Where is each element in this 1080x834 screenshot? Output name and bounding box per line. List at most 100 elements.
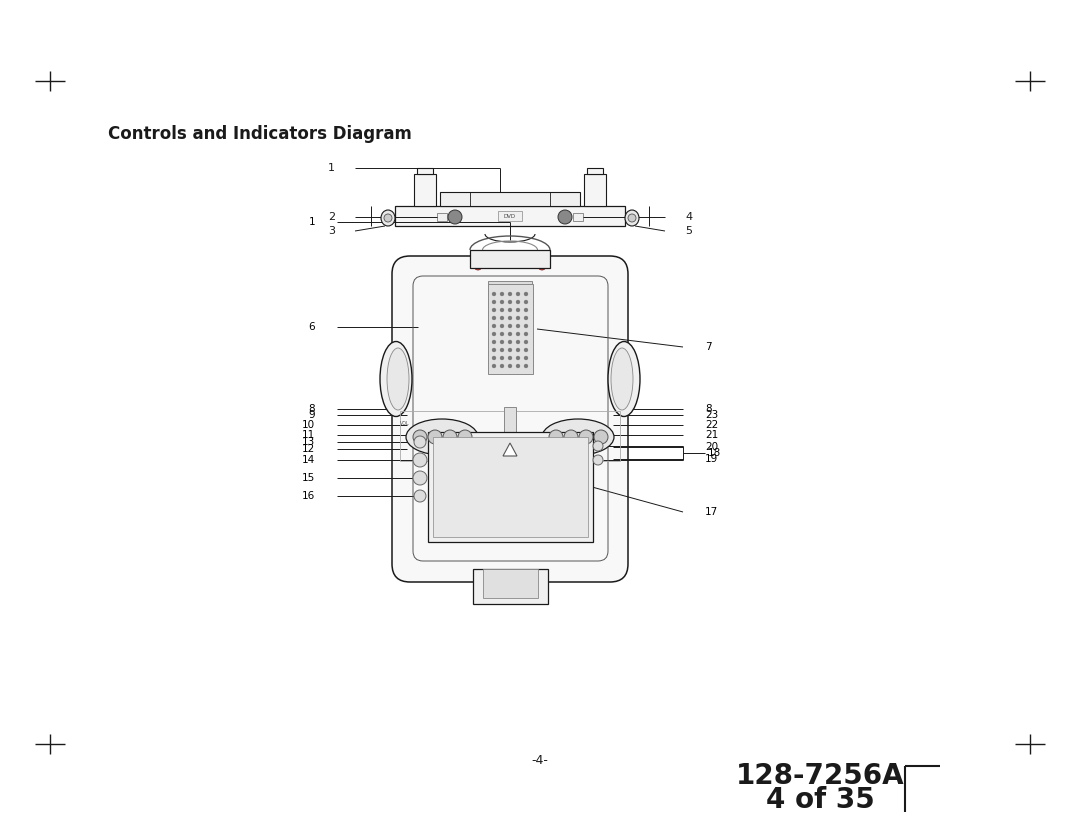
Bar xyxy=(488,284,534,374)
Bar xyxy=(440,192,580,206)
Circle shape xyxy=(500,292,504,296)
Text: 9: 9 xyxy=(309,410,315,420)
Text: 4: 4 xyxy=(685,212,692,222)
Circle shape xyxy=(492,300,496,304)
Circle shape xyxy=(500,348,504,352)
Circle shape xyxy=(458,430,472,444)
Text: DVD: DVD xyxy=(504,214,516,219)
Circle shape xyxy=(579,430,593,444)
Text: 1: 1 xyxy=(309,217,315,227)
Ellipse shape xyxy=(381,210,395,226)
Bar xyxy=(498,211,522,221)
Circle shape xyxy=(492,308,496,312)
Bar xyxy=(488,281,532,295)
Circle shape xyxy=(500,364,504,368)
Circle shape xyxy=(538,262,546,270)
Circle shape xyxy=(516,300,519,304)
Circle shape xyxy=(492,332,496,336)
Circle shape xyxy=(414,436,426,448)
Circle shape xyxy=(492,348,496,352)
Text: Controls and Indicators Diagram: Controls and Indicators Diagram xyxy=(108,125,411,143)
Circle shape xyxy=(508,300,512,304)
Circle shape xyxy=(516,364,519,368)
Bar xyxy=(470,250,550,268)
Text: 22: 22 xyxy=(705,420,718,430)
Bar xyxy=(573,213,583,221)
Ellipse shape xyxy=(406,419,478,455)
Circle shape xyxy=(492,324,496,328)
Circle shape xyxy=(516,348,519,352)
Text: 128-7256A: 128-7256A xyxy=(735,762,904,790)
Circle shape xyxy=(500,300,504,304)
Circle shape xyxy=(524,364,528,368)
Text: 17: 17 xyxy=(705,507,718,517)
Text: 2: 2 xyxy=(328,212,335,222)
Text: VOL: VOL xyxy=(400,420,410,425)
Text: 18: 18 xyxy=(708,448,721,458)
Circle shape xyxy=(516,308,519,312)
Circle shape xyxy=(448,210,462,224)
Text: 12: 12 xyxy=(301,444,315,454)
Bar xyxy=(400,411,620,461)
Circle shape xyxy=(508,316,512,320)
Circle shape xyxy=(549,430,563,444)
Bar xyxy=(473,569,548,604)
Circle shape xyxy=(524,324,528,328)
Circle shape xyxy=(492,340,496,344)
Circle shape xyxy=(558,210,572,224)
Text: 6: 6 xyxy=(309,322,315,332)
Circle shape xyxy=(516,332,519,336)
Text: 8: 8 xyxy=(309,404,315,414)
Circle shape xyxy=(492,292,496,296)
Bar xyxy=(395,206,625,226)
Text: 7: 7 xyxy=(705,342,712,352)
Text: 19: 19 xyxy=(705,454,718,464)
Ellipse shape xyxy=(625,210,639,226)
Circle shape xyxy=(492,316,496,320)
Circle shape xyxy=(413,453,427,467)
Circle shape xyxy=(474,262,482,270)
Ellipse shape xyxy=(542,419,615,455)
Circle shape xyxy=(492,364,496,368)
Circle shape xyxy=(516,340,519,344)
Bar xyxy=(433,437,588,537)
Circle shape xyxy=(428,430,442,444)
Circle shape xyxy=(413,471,427,485)
Circle shape xyxy=(524,332,528,336)
Circle shape xyxy=(627,214,636,222)
Circle shape xyxy=(524,300,528,304)
Text: 8: 8 xyxy=(705,404,712,414)
Ellipse shape xyxy=(387,348,409,410)
Text: 3: 3 xyxy=(328,226,335,236)
Bar xyxy=(504,407,516,457)
Circle shape xyxy=(500,356,504,360)
Bar xyxy=(437,213,447,221)
Text: 14: 14 xyxy=(301,455,315,465)
Circle shape xyxy=(516,356,519,360)
Text: 4 of 35: 4 of 35 xyxy=(766,786,875,814)
Circle shape xyxy=(524,340,528,344)
Text: 5: 5 xyxy=(685,226,692,236)
Text: 15: 15 xyxy=(301,473,315,483)
Circle shape xyxy=(564,430,578,444)
Circle shape xyxy=(593,441,603,451)
Circle shape xyxy=(500,332,504,336)
Bar xyxy=(483,569,538,598)
Circle shape xyxy=(516,324,519,328)
Circle shape xyxy=(524,356,528,360)
Circle shape xyxy=(516,292,519,296)
Circle shape xyxy=(508,292,512,296)
Circle shape xyxy=(508,324,512,328)
Circle shape xyxy=(524,316,528,320)
Bar xyxy=(414,174,436,206)
Bar xyxy=(428,432,593,542)
Circle shape xyxy=(414,490,426,502)
Bar xyxy=(588,168,603,174)
Circle shape xyxy=(524,292,528,296)
Circle shape xyxy=(524,348,528,352)
Circle shape xyxy=(524,308,528,312)
Ellipse shape xyxy=(611,348,633,410)
Bar xyxy=(417,168,433,174)
Circle shape xyxy=(594,430,608,444)
Circle shape xyxy=(508,348,512,352)
